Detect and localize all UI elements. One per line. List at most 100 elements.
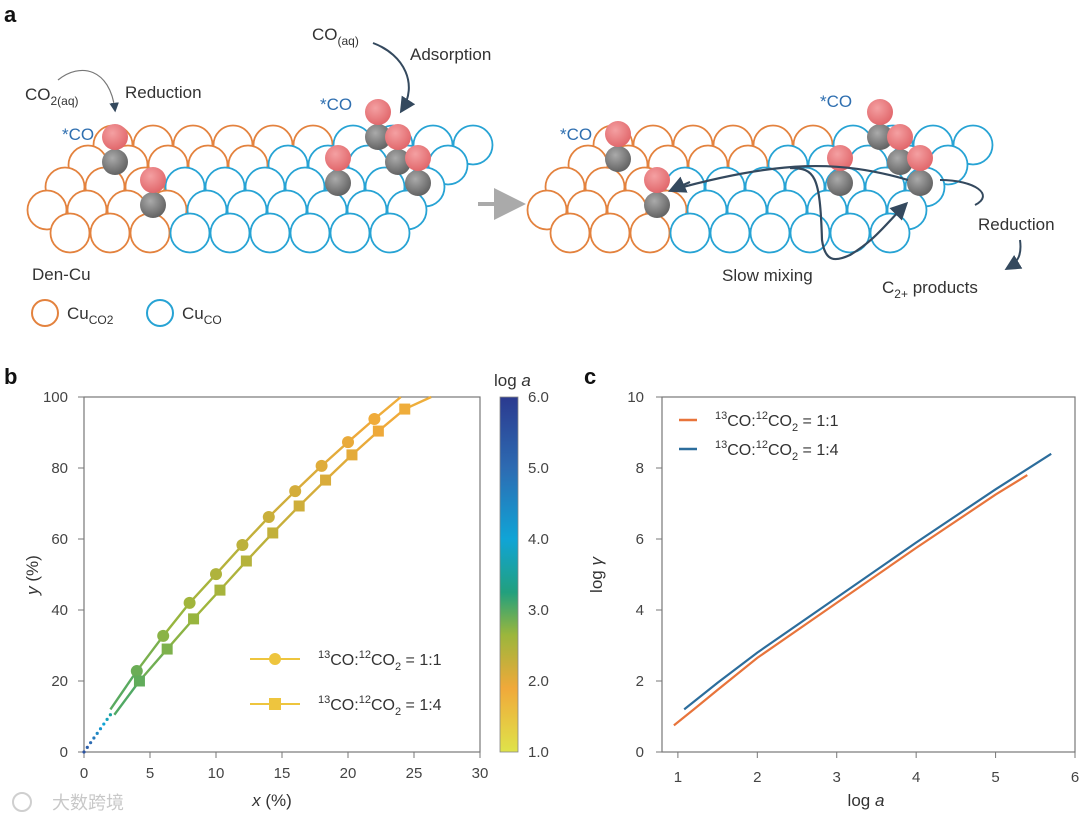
series-2-square-point — [161, 643, 173, 655]
reduction-arrow-icon — [57, 69, 119, 113]
series-1-circle-point — [262, 510, 275, 523]
co-molecule — [644, 167, 670, 218]
star-co-label-3: *CO — [560, 125, 592, 144]
carbon-atom — [385, 149, 411, 175]
series-1-circle-point — [157, 629, 170, 642]
y-tick-label: 20 — [51, 673, 68, 690]
chart-b-legend: 13CO:12CO2 = 1:1 13CO:12CO2 = 1:4 — [250, 649, 442, 718]
cu-co2-site — [589, 212, 631, 254]
oxygen-atom — [907, 145, 933, 171]
y-tick-label: 4 — [636, 602, 644, 619]
co-molecule — [325, 145, 351, 196]
oxygen-atom — [365, 99, 391, 125]
colorbar — [499, 396, 519, 753]
chart-c-y-axis-label: log γ — [587, 556, 606, 593]
dotted-start-point — [105, 717, 109, 721]
carbon-atom — [827, 170, 853, 196]
series-1-segment — [215, 544, 244, 575]
star-co-label-1: *CO — [62, 125, 94, 144]
colorbar-tick-label: 4.0 — [528, 531, 549, 548]
cu-co-site — [289, 212, 331, 254]
series-1-circle-point — [183, 596, 196, 609]
cu-co-site — [169, 212, 211, 254]
oxygen-atom — [887, 124, 913, 150]
series-1-segment — [188, 573, 217, 604]
series-1-segment — [267, 490, 297, 518]
legend-c-label-1: 13CO:12CO2 = 1:1 — [715, 410, 839, 434]
watermark-logo-icon — [12, 792, 32, 812]
series-1-segment — [294, 465, 323, 492]
colorbar-tick-label: 5.0 — [528, 460, 549, 477]
chart-b-ticks: 0 5 10 15 20 25 30 0 20 40 60 80 100 — [43, 389, 488, 782]
colorbar-tick-label: 3.0 — [528, 602, 549, 619]
slow-mixing-arrowhead-icon — [667, 176, 691, 193]
y-tick-label: 60 — [51, 531, 68, 548]
dotted-start-point — [85, 745, 89, 749]
panel-label-b: b — [4, 364, 17, 389]
cu-co-site — [329, 212, 371, 254]
series-2-square-point — [133, 675, 145, 687]
x-tick-label: 15 — [274, 765, 291, 782]
carbon-atom — [140, 192, 166, 218]
cu-co-site — [789, 212, 831, 254]
co-molecule — [887, 124, 913, 175]
x-tick-label: 0 — [80, 765, 88, 782]
cu-co2-legend-label: CuCO2 — [67, 304, 114, 327]
x-tick-label: 6 — [1071, 769, 1079, 786]
legend-b-square-marker-icon — [269, 698, 281, 710]
x-tick-label: 25 — [406, 765, 423, 782]
series-2-square-point — [293, 500, 305, 512]
adsorption-arrow-icon — [372, 42, 416, 114]
oxygen-atom — [605, 121, 631, 147]
slow-mixing-label: Slow mixing — [722, 266, 813, 285]
panel-label-c: c — [584, 364, 596, 389]
y-tick-label: 80 — [51, 460, 68, 477]
cu-co-site — [369, 212, 411, 254]
dotted-start-point — [102, 722, 106, 726]
series-1-segment — [109, 670, 138, 711]
dotted-start-point — [98, 727, 103, 731]
carbon-atom — [405, 170, 431, 196]
co-molecule — [827, 145, 853, 196]
cu-co-site — [669, 212, 711, 254]
series-1-circle-point — [315, 459, 328, 472]
chart-b-x-axis-label: x (%) — [251, 791, 292, 810]
cu-co-site — [249, 212, 291, 254]
chart-c-ticks: 1 2 3 4 5 6 0 2 4 6 8 10 — [627, 389, 1079, 786]
legend-b-label-2: 13CO:12CO2 = 1:4 — [318, 694, 442, 718]
star-co-label-2: *CO — [320, 95, 352, 114]
co-molecule — [907, 145, 933, 196]
colorbar-tick-label: 6.0 — [528, 389, 549, 406]
x-tick-label: 30 — [472, 765, 489, 782]
cu-co2-site — [549, 212, 591, 254]
panel-label-a: a — [4, 2, 17, 27]
series-2-square-point — [240, 555, 252, 567]
colorbar-ticks: 1.0 2.0 3.0 4.0 5.0 6.0 — [528, 389, 549, 761]
chart-c-frame — [661, 396, 1076, 753]
adsorption-label: Adsorption — [410, 45, 491, 64]
cu-co2-site — [629, 212, 671, 254]
co-molecule — [405, 145, 431, 196]
series-1-circle-point — [342, 436, 354, 449]
dotted-start-point — [95, 731, 99, 735]
oxygen-atom — [385, 124, 411, 150]
x-tick-label: 4 — [912, 769, 920, 786]
co-molecule — [385, 124, 411, 175]
co-aq-label: CO(aq) — [312, 25, 359, 48]
series-2-square-point — [372, 425, 384, 437]
carbon-atom — [644, 192, 670, 218]
y-tick-label: 10 — [627, 389, 644, 406]
oxygen-atom — [140, 167, 166, 193]
den-cu-label: Den-Cu — [32, 265, 91, 284]
slow-mixing-return-arrow-icon — [789, 166, 909, 261]
y-tick-label: 40 — [51, 602, 68, 619]
x-tick-label: 2 — [753, 769, 761, 786]
slow-mixing-arrow-icon — [671, 164, 909, 192]
watermark-text: 大数跨境 — [52, 793, 124, 814]
legend-b-circle-marker-icon — [269, 653, 281, 665]
series-1-circle-point — [289, 485, 302, 498]
x-tick-label: 1 — [674, 769, 682, 786]
reduction-label-left: Reduction — [125, 83, 202, 102]
colorbar-title: log a — [494, 371, 531, 390]
